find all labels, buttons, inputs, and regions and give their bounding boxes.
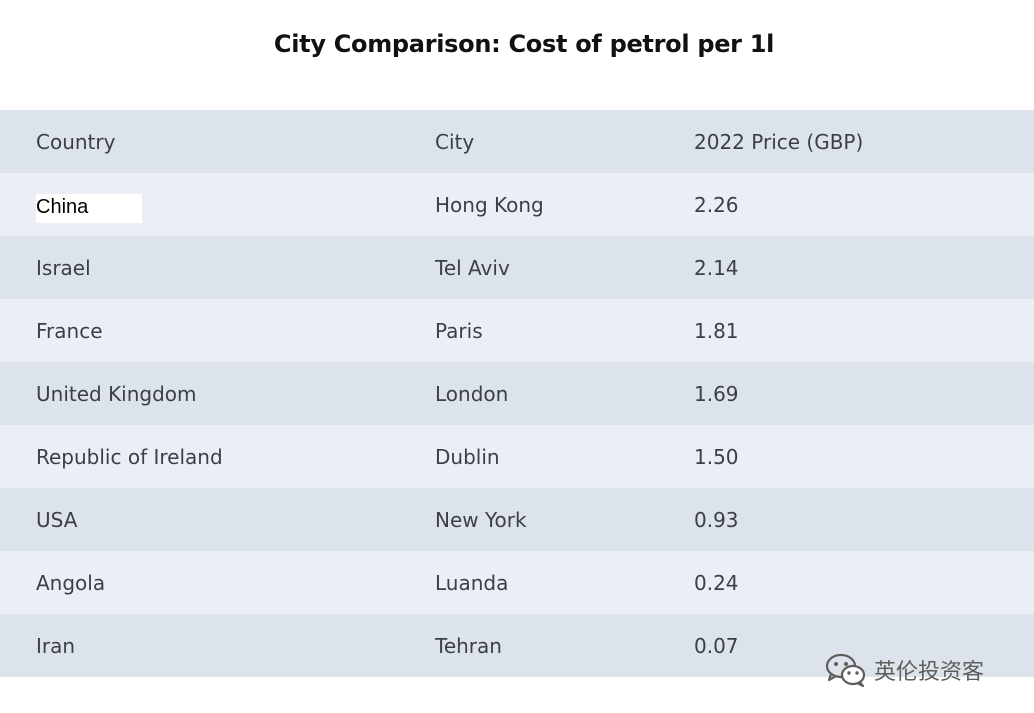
city-cell: Luanda	[435, 570, 509, 595]
city-cell: New York	[435, 507, 527, 532]
city-cell: Tehran	[435, 633, 502, 658]
column-header-country: Country	[36, 129, 116, 154]
price-cell: 1.50	[694, 444, 739, 469]
price-cell: 1.69	[694, 381, 739, 406]
price-cell: 0.07	[694, 633, 739, 658]
city-cell: Tel Aviv	[435, 255, 510, 280]
city-cell: Hong Kong	[435, 192, 544, 217]
table-row: United Kingdom London 1.69	[0, 362, 1034, 425]
column-header-city: City	[435, 129, 475, 154]
city-cell: Dublin	[435, 444, 500, 469]
country-cell: Angola	[36, 570, 106, 595]
table-header-row: Country City 2022 Price (GBP)	[0, 110, 1034, 173]
country-cell: Iran	[36, 633, 76, 658]
price-cell: 1.81	[694, 318, 739, 343]
table-row: France Paris 1.81	[0, 299, 1034, 362]
price-cell: 0.24	[694, 570, 739, 595]
table-row: China Hong Kong 2.26	[0, 173, 1034, 236]
price-cell: 2.14	[694, 255, 739, 280]
table-row: USA New York 0.93	[0, 488, 1034, 551]
table-row: Israel Tel Aviv 2.14	[0, 236, 1034, 299]
country-cell: France	[36, 318, 103, 343]
page-title: City Comparison: Cost of petrol per 1l	[273, 30, 775, 58]
country-cell: Israel	[36, 255, 91, 280]
price-cell: 2.26	[694, 192, 739, 217]
country-label-highlighted: China	[36, 194, 143, 223]
watermark-text: 英伦投资客	[874, 660, 985, 685]
table-row: Angola Luanda 0.24	[0, 551, 1034, 614]
city-cell: London	[435, 381, 509, 406]
country-cell: USA	[36, 507, 78, 532]
country-cell: China	[0, 173, 435, 236]
country-cell: United Kingdom	[36, 381, 197, 406]
table-row: Republic of Ireland Dublin 1.50	[0, 425, 1034, 488]
column-header-price: 2022 Price (GBP)	[694, 129, 864, 154]
city-cell: Paris	[435, 318, 483, 343]
price-cell: 0.93	[694, 507, 739, 532]
wechat-icon	[824, 652, 868, 688]
table-row: Iran Tehran 0.07	[0, 614, 1034, 677]
petrol-price-table: Country City 2022 Price (GBP) China Hong…	[0, 110, 1034, 677]
watermark: 英伦投资客	[824, 652, 984, 688]
country-cell: Republic of Ireland	[36, 444, 223, 469]
